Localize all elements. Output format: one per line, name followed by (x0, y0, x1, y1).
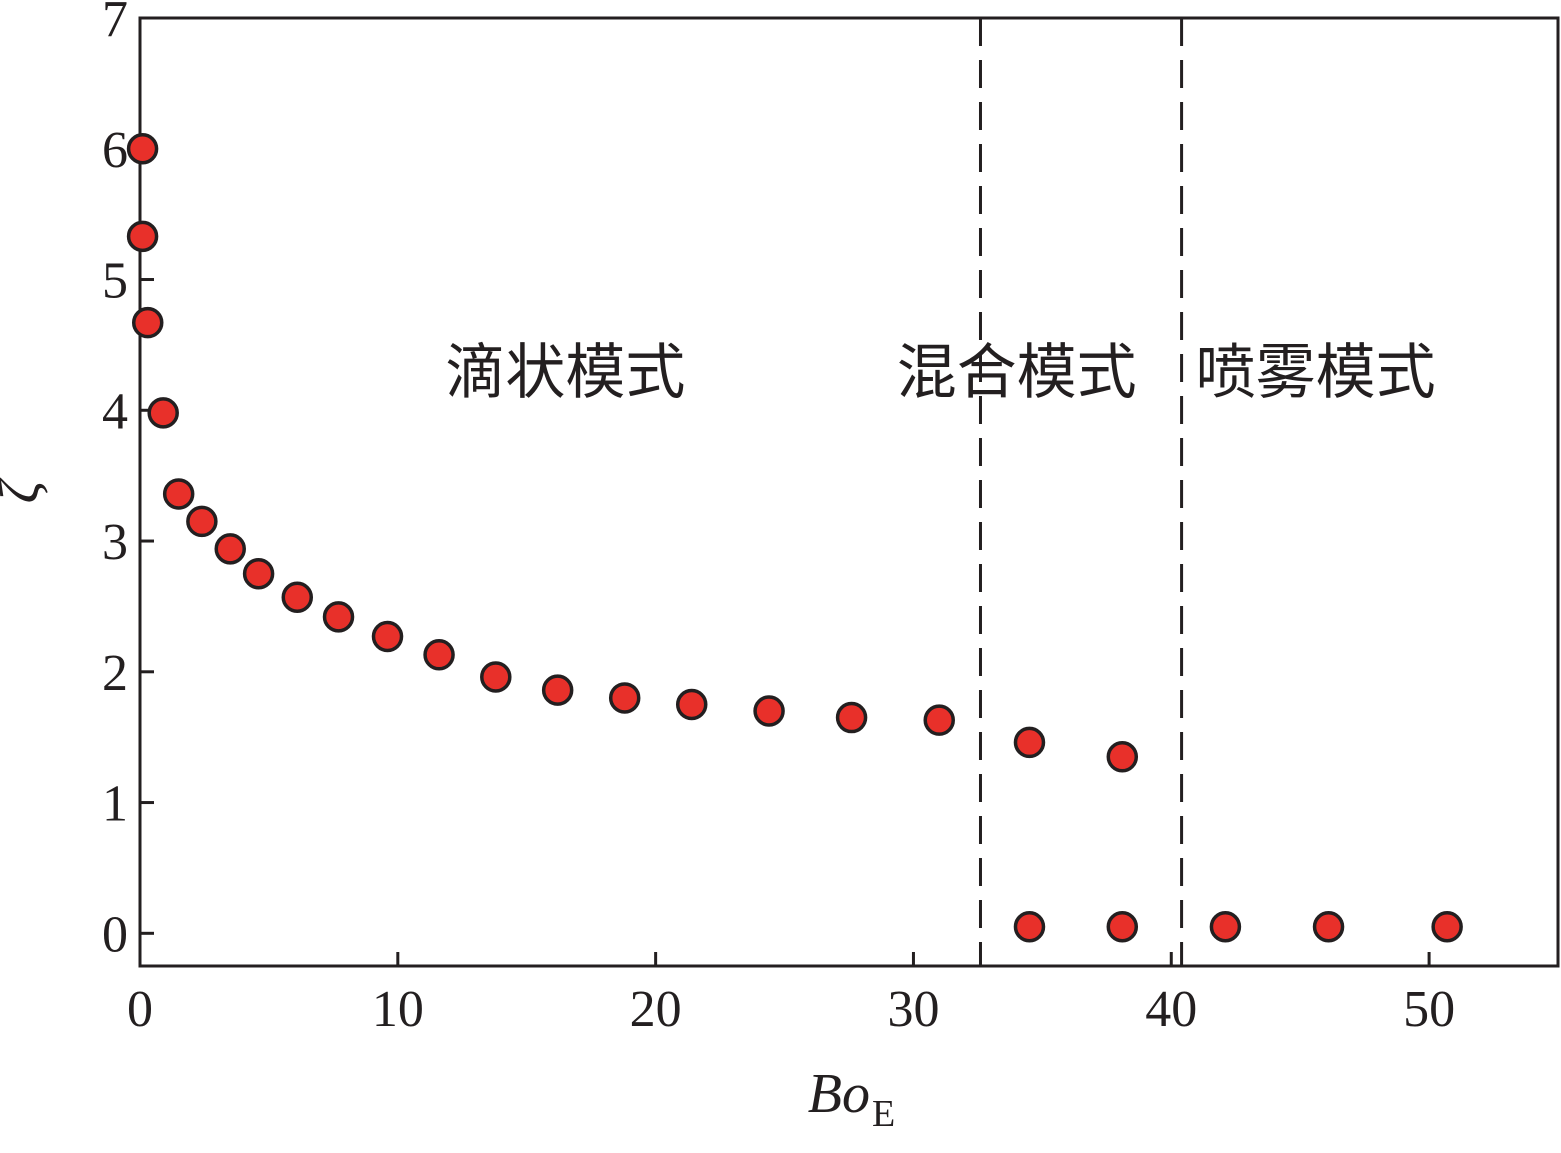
y-tick-label: 7 (102, 0, 128, 48)
data-point (186, 505, 218, 538)
data-point (753, 695, 785, 727)
y-axis-label: ζ (0, 477, 51, 503)
x-tick-label: 40 (1145, 981, 1197, 1038)
plot-frame (138, 16, 1560, 968)
data-point (322, 601, 355, 633)
data-point (147, 397, 179, 429)
mode-boundary-layer (978, 18, 1184, 966)
data-point (835, 701, 868, 734)
y-tick-label: 1 (102, 776, 128, 833)
x-axis-label: Bo (808, 1063, 870, 1125)
data-point (541, 674, 574, 706)
data-point (214, 533, 246, 565)
y-tick-label: 2 (102, 645, 128, 702)
data-point (131, 306, 164, 339)
x-tick-label: 20 (630, 981, 682, 1038)
data-point (608, 682, 641, 714)
data-point (423, 639, 455, 671)
mode-label: 滴状模式 (445, 338, 685, 408)
data-point (242, 557, 275, 590)
y-tick-label: 0 (102, 906, 128, 963)
data-point (1209, 911, 1242, 943)
mode-label: 喷雾模式 (1196, 338, 1436, 408)
x-axis-label-subscript: E (872, 1093, 895, 1135)
data-point (281, 581, 314, 614)
data-point (1431, 911, 1463, 943)
data-points-layer (126, 133, 1463, 943)
data-point (126, 133, 159, 165)
y-tick-label: 6 (102, 122, 128, 179)
data-point (675, 688, 708, 721)
data-point (162, 478, 195, 510)
data-point (923, 704, 955, 736)
data-point (1013, 726, 1046, 759)
data-point (1312, 911, 1345, 943)
x-tick-label: 30 (887, 981, 939, 1038)
x-tick-label: 50 (1403, 981, 1455, 1038)
data-point (1106, 741, 1139, 773)
axes-layer (138, 16, 1560, 968)
data-point (480, 661, 512, 693)
data-point (1106, 911, 1139, 943)
mode-label: 混合模式 (897, 338, 1137, 408)
y-tick-label: 3 (102, 514, 128, 571)
data-point (1013, 911, 1046, 943)
data-point (371, 620, 404, 653)
data-point (126, 220, 159, 253)
x-tick-label: 10 (372, 981, 424, 1038)
y-tick-label: 5 (102, 253, 128, 310)
x-tick-label: 0 (127, 981, 153, 1038)
y-tick-label: 4 (102, 383, 128, 440)
